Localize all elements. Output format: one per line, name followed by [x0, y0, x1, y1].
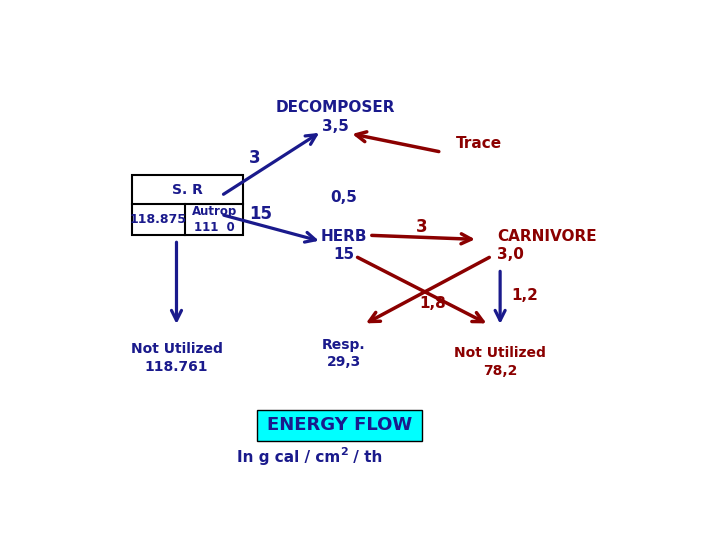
Text: 1,8: 1,8	[420, 296, 446, 312]
Bar	[132, 175, 243, 235]
Text: 1,2: 1,2	[511, 288, 538, 303]
Text: 2: 2	[340, 447, 348, 457]
Text: Not Utilized
118.761: Not Utilized 118.761	[130, 342, 222, 374]
Text: Trace: Trace	[456, 136, 502, 151]
Text: / th: / th	[348, 450, 383, 465]
Text: Resp.
29,3: Resp. 29,3	[322, 338, 366, 369]
FancyBboxPatch shape	[258, 410, 422, 441]
Text: ENERGY FLOW: ENERGY FLOW	[267, 416, 413, 434]
Text: S. R: S. R	[172, 183, 203, 197]
Text: DECOMPOSER
3,5: DECOMPOSER 3,5	[276, 100, 395, 133]
Text: 3: 3	[249, 150, 261, 167]
Text: 15: 15	[248, 206, 271, 224]
Text: 0,5: 0,5	[330, 191, 357, 205]
Text: 3: 3	[416, 218, 428, 236]
Text: Not Utilized
78,2: Not Utilized 78,2	[454, 347, 546, 378]
Text: 118.875: 118.875	[130, 213, 187, 226]
Text: HERB
15: HERB 15	[320, 229, 367, 262]
Text: In g cal / cm: In g cal / cm	[237, 450, 340, 465]
Text: CARNIVORE
3,0: CARNIVORE 3,0	[498, 229, 597, 262]
Text: Autrop
111  0: Autrop 111 0	[192, 205, 237, 234]
